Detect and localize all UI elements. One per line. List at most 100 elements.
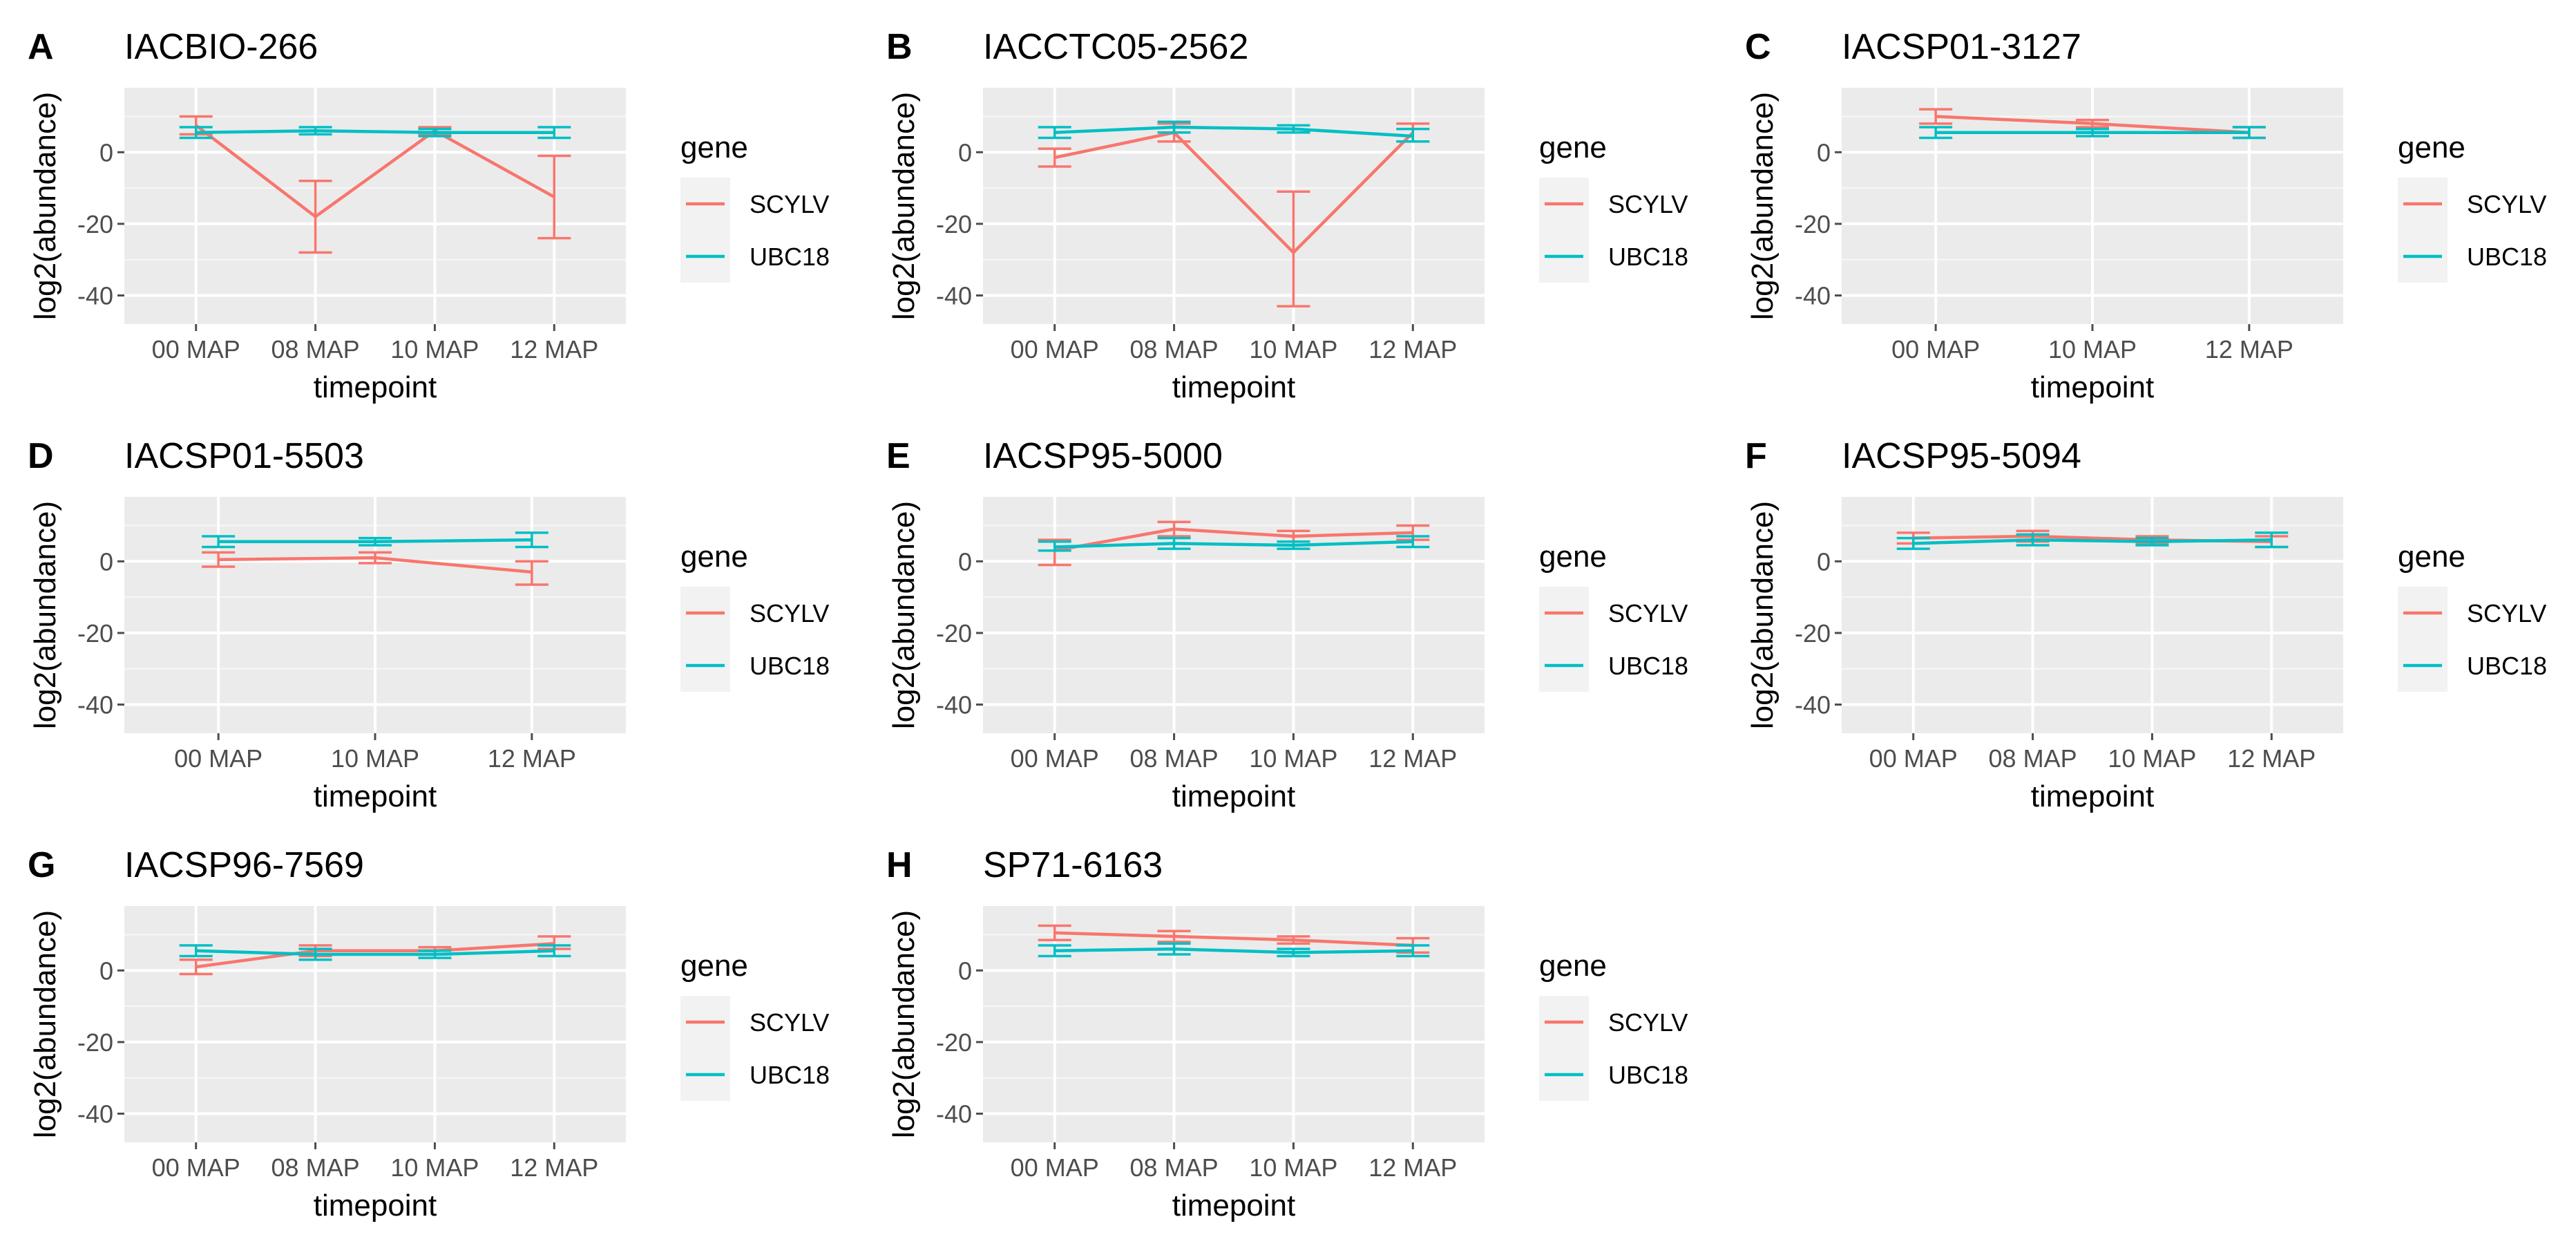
legend-title: gene (680, 131, 748, 164)
legend-label: SCYLV (1608, 1008, 1688, 1037)
series-line (1054, 540, 1413, 549)
x-tick-label: 12 MAP (488, 744, 576, 773)
x-tick-label: 12 MAP (1368, 335, 1457, 364)
y-tick-label: 0 (99, 547, 113, 576)
y-axis-title: log2(abundance) (887, 910, 921, 1138)
y-tick-label: -40 (936, 1100, 972, 1129)
series-line (1054, 527, 1413, 552)
series-line (1054, 125, 1413, 138)
panel-d: D IACSP01-5503 0 -20 -40 00 MAP 10 MAP 12 MAP ti… (28, 436, 830, 813)
panel-tag: G (28, 845, 55, 885)
legend-title: gene (680, 949, 748, 983)
panel-title: IACSP96-7569 (124, 845, 364, 885)
x-axis-title: timepoint (1172, 370, 1296, 404)
legend-title: gene (2398, 540, 2465, 574)
y-tick-label: -20 (1795, 210, 1831, 238)
legend-title: gene (1539, 540, 1607, 574)
y-tick-label: 0 (958, 138, 972, 167)
x-axis-title: timepoint (314, 1189, 437, 1223)
x-tick-label: 00 MAP (1891, 335, 1980, 364)
x-tick-label: 00 MAP (1011, 335, 1099, 364)
y-axis-title: log2(abundance) (28, 910, 62, 1138)
legend-label: SCYLV (1608, 599, 1688, 627)
y-tick-label: -20 (936, 210, 972, 238)
x-axis-title: timepoint (1172, 780, 1296, 813)
series-ubc18 (1919, 126, 2266, 140)
plot-background (124, 906, 626, 1142)
panel-b: B IACCTC05-2562 0 -20 -40 00 MAP 08 MAP 10 MAP 1… (886, 27, 1688, 404)
panel-tag: D (28, 436, 54, 476)
series-line (1935, 115, 2250, 135)
legend-title: gene (680, 540, 748, 574)
series-line (195, 949, 555, 956)
x-tick-label: 00 MAP (152, 1153, 240, 1182)
series-line (1054, 947, 1413, 954)
legend-title: gene (2398, 131, 2465, 164)
x-tick-label: 10 MAP (1249, 1153, 1337, 1182)
y-tick-label: -20 (77, 1028, 113, 1057)
legend-label: UBC18 (2467, 243, 2547, 271)
legend-label: UBC18 (750, 243, 830, 271)
y-axis-title: log2(abundance) (1746, 501, 1780, 729)
x-tick-label: 12 MAP (2227, 744, 2316, 773)
panel-tag: A (28, 27, 54, 67)
x-tick-label: 00 MAP (1869, 744, 1958, 773)
panel-title: IACSP95-5094 (1842, 436, 2081, 476)
panel-e: E IACSP95-5000 0 -20 -40 00 MAP 08 MAP 10 MAP 12… (886, 436, 1688, 813)
panel-f: F IACSP95-5094 0 -20 -40 00 MAP 08 MAP 10 MAP 12… (1745, 436, 2547, 813)
y-axis-title: log2(abundance) (28, 92, 62, 320)
panel-title: IACSP01-3127 (1842, 27, 2081, 67)
x-axis-title: timepoint (2031, 780, 2155, 813)
series-ubc18 (179, 126, 571, 140)
x-tick-label: 12 MAP (510, 1153, 598, 1182)
x-tick-label: 08 MAP (1130, 1153, 1219, 1182)
series-ubc18 (1038, 535, 1430, 552)
series-line (1054, 931, 1413, 947)
x-tick-label: 08 MAP (271, 335, 360, 364)
y-tick-label: -40 (1795, 691, 1831, 719)
legend-label: UBC18 (2467, 652, 2547, 680)
plot-background (124, 88, 626, 324)
y-tick-label: -40 (1795, 282, 1831, 310)
y-tick-label: -20 (936, 1028, 972, 1057)
x-tick-label: 00 MAP (1011, 1153, 1099, 1182)
y-axis-title: log2(abundance) (887, 501, 921, 729)
panel-tag: B (886, 27, 913, 67)
x-tick-label: 10 MAP (390, 1153, 479, 1182)
y-tick-label: -20 (77, 619, 113, 648)
x-tick-label: 00 MAP (1011, 744, 1099, 773)
series-scylv (1038, 924, 1430, 954)
y-tick-label: -40 (936, 282, 972, 310)
series-ubc18 (1038, 120, 1430, 143)
y-tick-label: 0 (99, 138, 113, 167)
series-line (1913, 538, 2272, 545)
y-tick-label: -40 (77, 282, 113, 310)
y-tick-label: 0 (958, 547, 972, 576)
series-ubc18 (1896, 531, 2289, 550)
x-tick-label: 10 MAP (390, 335, 479, 364)
x-axis-title: timepoint (314, 370, 437, 404)
panel-a: A IACBIO-266 0 -20 -40 00 MAP 08 MAP 10 MAP 12 M… (28, 27, 830, 404)
series-ubc18 (179, 944, 571, 961)
panel-title: IACSP01-5503 (124, 436, 364, 476)
x-tick-label: 08 MAP (1130, 744, 1219, 773)
legend-label: SCYLV (2467, 190, 2546, 218)
x-axis-title: timepoint (2031, 370, 2155, 404)
x-axis-title: timepoint (1172, 1189, 1296, 1223)
x-tick-label: 10 MAP (2108, 744, 2196, 773)
x-tick-label: 08 MAP (1130, 335, 1219, 364)
x-tick-label: 12 MAP (2205, 335, 2293, 364)
x-tick-label: 10 MAP (1249, 744, 1337, 773)
x-tick-label: 08 MAP (271, 1153, 360, 1182)
legend-label: UBC18 (1608, 652, 1688, 680)
y-tick-label: -40 (77, 691, 113, 719)
y-tick-label: 0 (99, 956, 113, 985)
panel-title: SP71-6163 (983, 845, 1163, 885)
y-axis-title: log2(abundance) (28, 501, 62, 729)
series-line (218, 538, 532, 544)
